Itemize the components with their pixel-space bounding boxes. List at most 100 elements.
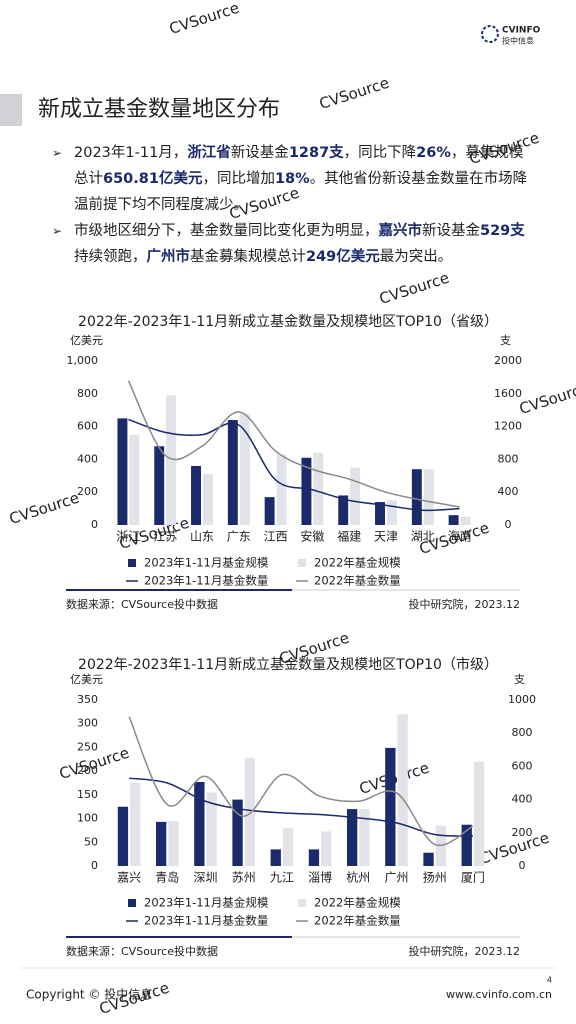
x-tick-label: 江苏 (153, 530, 177, 544)
legend-swatch (128, 559, 136, 567)
title-bar (0, 94, 22, 126)
y2-tick-label: 1600 (494, 387, 522, 400)
bullet-text: 249亿美元 (306, 249, 380, 265)
url: www.cvinfo.com.cn (446, 988, 552, 1001)
credit: 投中研究院，2023.12 (409, 597, 521, 611)
bar (155, 821, 167, 866)
y2-tick-label: 600 (512, 759, 533, 772)
x-tick-label: 湖北 (411, 529, 435, 544)
bullet-text: 。其他省份新设基金数量在市场降温前提下均不同程度减少。 (74, 171, 528, 213)
watermark: CVSource (517, 379, 576, 418)
legend-label: 2022年基金数量 (314, 914, 401, 928)
y2-tick-label: 400 (498, 485, 519, 498)
y2-tick-label: 200 (512, 826, 533, 839)
x-tick-label: 江西 (264, 530, 288, 544)
bullet-text: 2023年1-11月， (74, 145, 188, 161)
x-tick-label: 福建 (337, 529, 361, 544)
line (127, 380, 460, 508)
bar (130, 783, 141, 866)
page-title: 新成立基金数量地区分布 (38, 97, 280, 122)
y-tick-label: 350 (77, 693, 98, 706)
bullet-text: 广州市 (146, 249, 191, 265)
credit: 投中研究院，2023.12 (409, 944, 521, 958)
bar (282, 828, 294, 866)
x-tick-label: 海南 (448, 529, 472, 544)
y-tick-label: 200 (77, 764, 98, 777)
bar (117, 806, 129, 866)
x-tick-label: 浙江 (116, 530, 140, 544)
bullet-text: ，同比下降 (343, 145, 417, 161)
bar (473, 761, 485, 866)
source: 数据来源：CVSource投中数据 (66, 597, 218, 611)
legend-label: 2022年基金数量 (314, 574, 401, 588)
x-tick-label: 深圳 (193, 871, 217, 885)
bar (461, 824, 472, 866)
y-tick-label: 300 (77, 717, 98, 730)
bullet-text: 最为突出。 (379, 249, 453, 265)
legend-label: 2023年1-11月基金规模 (144, 896, 269, 910)
legend-label: 2022年基金规模 (314, 556, 401, 570)
bullet-text: 18% (274, 171, 310, 187)
bar (308, 849, 320, 866)
bar (411, 469, 422, 525)
bar (194, 782, 205, 866)
watermark: CVSource (167, 0, 241, 38)
bar (423, 852, 434, 866)
y2-axis-title: 支 (500, 334, 511, 347)
y-tick-label: 50 (84, 835, 98, 848)
y2-tick-label: 800 (498, 452, 519, 465)
logo-brand: CVINFO (502, 26, 541, 36)
x-tick-label: 安徽 (300, 529, 324, 544)
bar (423, 469, 434, 525)
bar (346, 809, 358, 866)
bar (244, 757, 256, 866)
bar (397, 714, 408, 866)
y-axis-title: 亿美元 (70, 334, 103, 347)
bar (313, 452, 324, 525)
bar (321, 831, 332, 866)
x-tick-label: 山东 (190, 530, 214, 544)
bullet-text: ，同比增加 (202, 171, 275, 187)
y-tick-label: 100 (77, 812, 98, 825)
bar (276, 454, 287, 525)
x-tick-label: 扬州 (423, 870, 447, 885)
bar (129, 434, 140, 525)
bullet-text: 市级地区细分下，基金数量同比变化更为明显， (74, 223, 379, 239)
y-tick-label: 150 (77, 788, 98, 801)
source: 数据来源：CVSource投中数据 (66, 944, 218, 958)
bar (154, 446, 165, 525)
line (129, 777, 473, 837)
y-tick-label: 1,000 (67, 354, 99, 367)
page-number: 4 (547, 976, 552, 985)
bar (460, 516, 471, 525)
y-tick-label: 200 (77, 485, 98, 498)
bar (350, 467, 361, 525)
bar (166, 395, 177, 525)
bar (232, 799, 243, 866)
x-tick-label: 苏州 (232, 871, 256, 885)
bar (264, 497, 275, 525)
x-tick-label: 天津 (374, 530, 398, 544)
copyright: Copyright © 投中信息 (26, 987, 152, 1002)
x-tick-label: 厦门 (461, 870, 485, 885)
bullet-text: 基金募集规模总计 (190, 249, 306, 265)
y2-tick-label: 0 (519, 859, 526, 872)
legend-swatch (128, 899, 136, 907)
bar (206, 792, 217, 866)
bullet-text: 持续领跑， (74, 249, 147, 265)
legend-label: 2022年基金规模 (314, 896, 401, 910)
bullet-text: 529支 (480, 223, 525, 239)
legend-label: 2023年1-11月基金数量 (144, 574, 268, 588)
watermark: CVSource (97, 979, 171, 1018)
bar (117, 418, 128, 525)
bullet-text: 26% (416, 145, 451, 161)
x-tick-label: 杭州 (346, 870, 370, 885)
logo-sub: 投中信息 (502, 36, 534, 46)
logo-icon (481, 25, 499, 43)
x-tick-label: 嘉兴 (117, 871, 141, 885)
chart-title: 2022年-2023年1-11月新成立基金数量及规模地区TOP10（市级） (78, 656, 498, 673)
bullet-text: 新设基金 (422, 223, 480, 239)
legend-swatch (298, 899, 306, 907)
y-tick-label: 400 (77, 452, 98, 465)
